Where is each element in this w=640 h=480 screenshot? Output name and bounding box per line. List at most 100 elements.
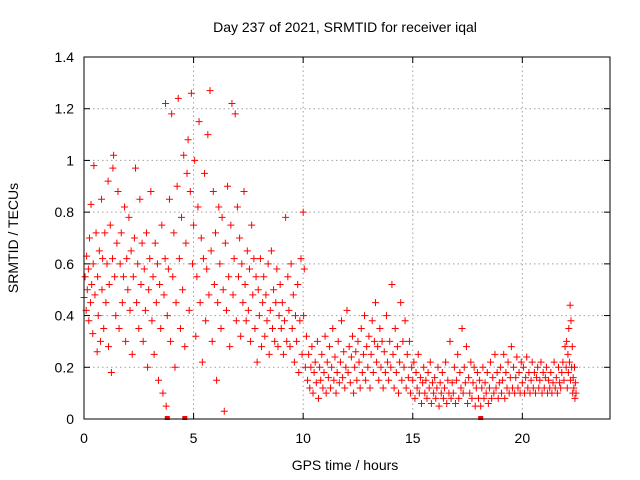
data-point (129, 273, 137, 281)
data-point (179, 286, 187, 294)
data-point (388, 281, 396, 289)
data-point (231, 110, 239, 118)
y-axis-label: SRMTID / TECUs (5, 183, 21, 293)
data-point (550, 358, 558, 366)
data-point (209, 187, 217, 195)
data-point (568, 343, 576, 351)
data-point (169, 273, 177, 281)
data-point (395, 389, 403, 397)
data-point (217, 325, 225, 332)
data-point (248, 221, 256, 229)
data-point (367, 350, 375, 358)
data-point (274, 343, 282, 351)
data-point (125, 213, 133, 221)
data-point (214, 299, 222, 307)
data-point (476, 376, 484, 384)
data-point (473, 368, 481, 376)
data-point (563, 337, 571, 345)
data-point (377, 363, 385, 371)
data-point (104, 177, 112, 185)
data-point (354, 337, 362, 345)
data-point (512, 374, 520, 382)
data-point (393, 343, 401, 351)
x-tick-label: 0 (80, 430, 88, 446)
data-point (241, 281, 249, 289)
data-point (196, 299, 204, 307)
data-point (365, 332, 373, 340)
data-point (285, 306, 293, 314)
data-point (480, 394, 488, 402)
data-point (346, 379, 354, 387)
data-point (483, 368, 491, 376)
data-point (545, 376, 553, 384)
data-point (184, 136, 192, 144)
data-point (386, 337, 394, 345)
data-point (302, 332, 310, 340)
data-point (139, 337, 147, 345)
data-point (278, 299, 286, 307)
data-point (399, 337, 407, 345)
data-point (124, 286, 132, 294)
data-point (103, 260, 111, 268)
data-point (514, 384, 522, 392)
data-point (96, 337, 104, 345)
data-point (99, 255, 107, 263)
data-point (284, 273, 292, 281)
data-point (329, 325, 337, 332)
data-point (290, 358, 298, 366)
data-point (299, 208, 307, 216)
data-point (121, 203, 129, 211)
data-point (357, 325, 365, 332)
data-point (397, 299, 405, 307)
data-point (308, 343, 316, 351)
data-point (155, 376, 163, 384)
data-point (123, 255, 131, 263)
data-point (318, 350, 326, 358)
data-point (455, 394, 463, 402)
data-point (403, 350, 411, 358)
data-point (132, 164, 140, 172)
data-point (233, 203, 241, 211)
data-point (351, 363, 359, 371)
data-point (237, 332, 245, 340)
data-point (88, 281, 96, 289)
data-point (101, 229, 109, 237)
data-point (220, 407, 228, 415)
data-point (232, 317, 240, 325)
data-point (90, 162, 98, 170)
data-point (109, 164, 117, 172)
data-point (117, 229, 125, 237)
data-point (204, 131, 212, 139)
data-point (479, 363, 487, 371)
data-point (465, 374, 473, 382)
data-point (311, 358, 319, 366)
data-point (287, 260, 295, 268)
data-point (113, 239, 121, 247)
data-point (334, 337, 342, 345)
data-point (571, 394, 579, 402)
data-point (569, 374, 577, 382)
data-point (140, 265, 148, 273)
data-point (570, 363, 578, 371)
data-point (435, 402, 443, 410)
data-point (245, 265, 253, 273)
data-point (173, 182, 181, 190)
data-point (389, 350, 397, 358)
plot-frame (83, 56, 611, 420)
data-point (527, 376, 535, 384)
y-tick-label: 0 (66, 411, 74, 427)
data-point (328, 363, 336, 371)
data-point (425, 384, 433, 392)
data-point (161, 255, 169, 263)
data-point (441, 384, 449, 392)
data-point (180, 151, 188, 159)
y-tick-label: 1.2 (55, 101, 75, 117)
data-point (271, 337, 279, 345)
data-point (402, 384, 410, 392)
data-point (344, 368, 352, 376)
data-point (348, 332, 356, 340)
data-point (185, 306, 193, 314)
data-point (192, 332, 200, 340)
data-point (289, 291, 297, 299)
